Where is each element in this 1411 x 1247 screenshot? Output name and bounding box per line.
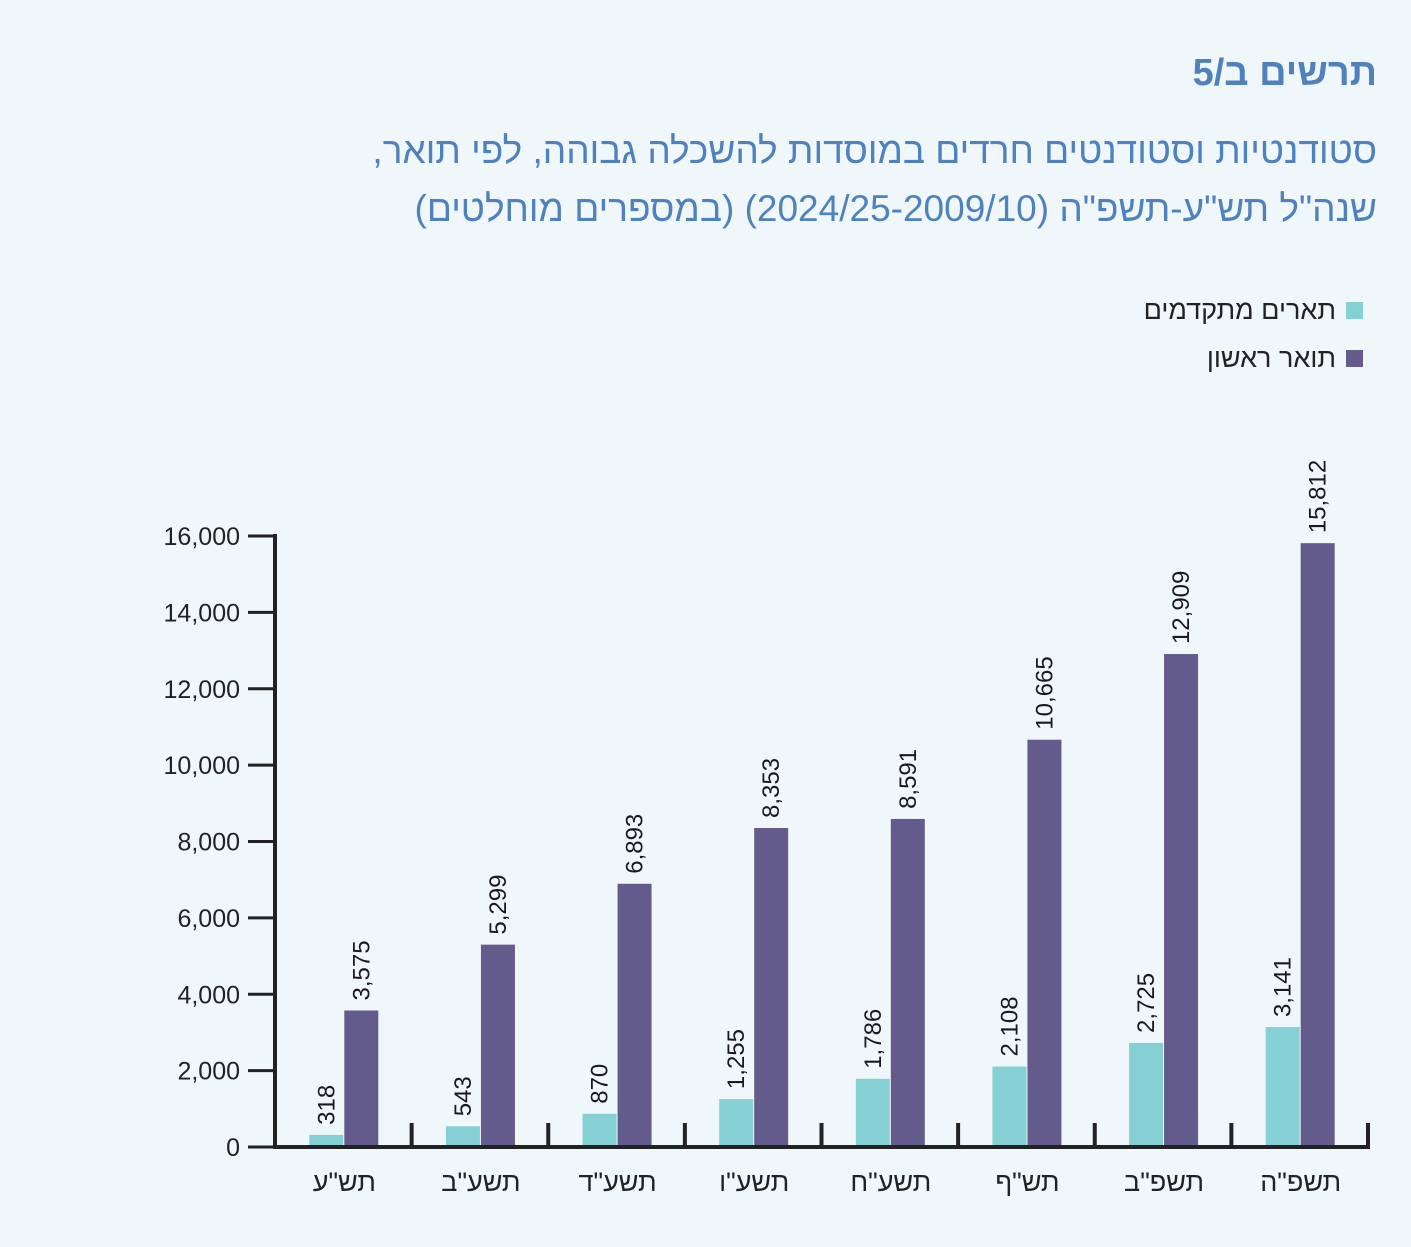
chart-bars	[309, 543, 1335, 1145]
data-label-first-degree: 8,353	[758, 758, 785, 818]
legend-swatch-first-degree	[1346, 349, 1363, 367]
bar-first-degree	[344, 1010, 379, 1145]
legend-label-advanced-degrees: תארים מתקדמים	[1143, 294, 1336, 325]
data-label-first-degree: 5,299	[485, 875, 512, 935]
chart-title: סטודנטיות וסטודנטים חרדים במוסדות להשכלה…	[127, 122, 1377, 238]
bar-advanced-degrees	[855, 1078, 890, 1145]
bar-advanced-degrees	[992, 1066, 1027, 1145]
bar-first-degree	[1300, 543, 1335, 1145]
data-label-advanced-degrees: 2,725	[1133, 973, 1160, 1033]
x-category-label: תשפ"ה	[1260, 1167, 1341, 1197]
bar-first-degree	[1164, 654, 1199, 1145]
data-label-advanced-degrees: 543	[450, 1076, 477, 1116]
bar-advanced-degrees	[445, 1126, 480, 1145]
data-label-first-degree: 6,893	[622, 814, 649, 874]
bar-first-degree	[1027, 739, 1062, 1145]
bar-first-degree	[480, 944, 515, 1145]
figure-label: תרשים ב/5	[1192, 52, 1377, 94]
bar-advanced-degrees	[582, 1113, 617, 1145]
chart-title-line-2: שנה"ל תש"ע-תשפ"ה (2024/25-2009/10) (במספ…	[414, 188, 1377, 229]
chart-legend: תארים מתקדמים תואר ראשון	[1144, 286, 1363, 382]
data-label-advanced-degrees: 870	[587, 1064, 614, 1104]
data-label-advanced-degrees: 1,786	[860, 1009, 887, 1069]
bar-advanced-degrees	[309, 1134, 344, 1145]
chart-axes: 0 2,000 4,000 6,000 8,000 10,000 12,000 14,000 1…	[164, 523, 1370, 1197]
legend-swatch-advanced-degrees	[1346, 301, 1363, 319]
x-category-label: תש"ף	[995, 1167, 1059, 1197]
data-label-advanced-degrees: 1,255	[723, 1029, 750, 1089]
bar-first-degree	[617, 883, 652, 1145]
data-label-advanced-degrees: 3,141	[1270, 957, 1297, 1017]
y-tick-label: 10,000	[164, 752, 240, 780]
chart-data-labels: 318 3,575 543 5,299 870 6,893 1,255 8,353 1,786 8…	[313, 460, 1331, 1125]
x-category-label: תשע"ו	[719, 1167, 789, 1197]
bar-first-degree	[754, 828, 789, 1145]
x-category-label: תשע"ח	[850, 1167, 931, 1197]
bar-advanced-degrees	[719, 1099, 754, 1145]
bar-first-degree	[890, 818, 925, 1145]
chart-title-line-1: סטודנטיות וסטודנטים חרדים במוסדות להשכלה…	[372, 130, 1377, 171]
data-label-first-degree: 15,812	[1305, 460, 1332, 533]
data-label-first-degree: 10,665	[1031, 656, 1058, 729]
bar-advanced-degrees	[1129, 1042, 1164, 1145]
y-tick-label: 16,000	[164, 523, 240, 551]
bar-advanced-degrees	[1265, 1027, 1300, 1145]
x-category-label: תשע"ד	[579, 1167, 657, 1197]
data-label-first-degree: 12,909	[1168, 571, 1195, 644]
y-tick-label: 12,000	[164, 676, 240, 704]
y-tick-label: 0	[226, 1134, 240, 1162]
y-tick-label: 8,000	[177, 829, 240, 857]
y-tick-label: 4,000	[177, 981, 240, 1009]
y-tick-label: 14,000	[164, 599, 240, 627]
x-category-label: תש"ע	[313, 1167, 376, 1197]
data-label-first-degree: 8,591	[895, 749, 922, 809]
y-tick-label: 2,000	[177, 1058, 240, 1086]
data-label-first-degree: 3,575	[348, 940, 375, 1000]
x-category-label: תשפ"ב	[1124, 1167, 1204, 1197]
legend-label-first-degree: תואר ראשון	[1206, 342, 1336, 373]
data-label-advanced-degrees: 2,108	[996, 996, 1023, 1056]
y-tick-label: 6,000	[177, 905, 240, 933]
legend-item-advanced-degrees: תארים מתקדמים	[1144, 286, 1363, 334]
legend-item-first-degree: תואר ראשון	[1144, 334, 1363, 382]
data-label-advanced-degrees: 318	[313, 1085, 340, 1125]
x-category-label: תשע"ב	[441, 1167, 520, 1197]
